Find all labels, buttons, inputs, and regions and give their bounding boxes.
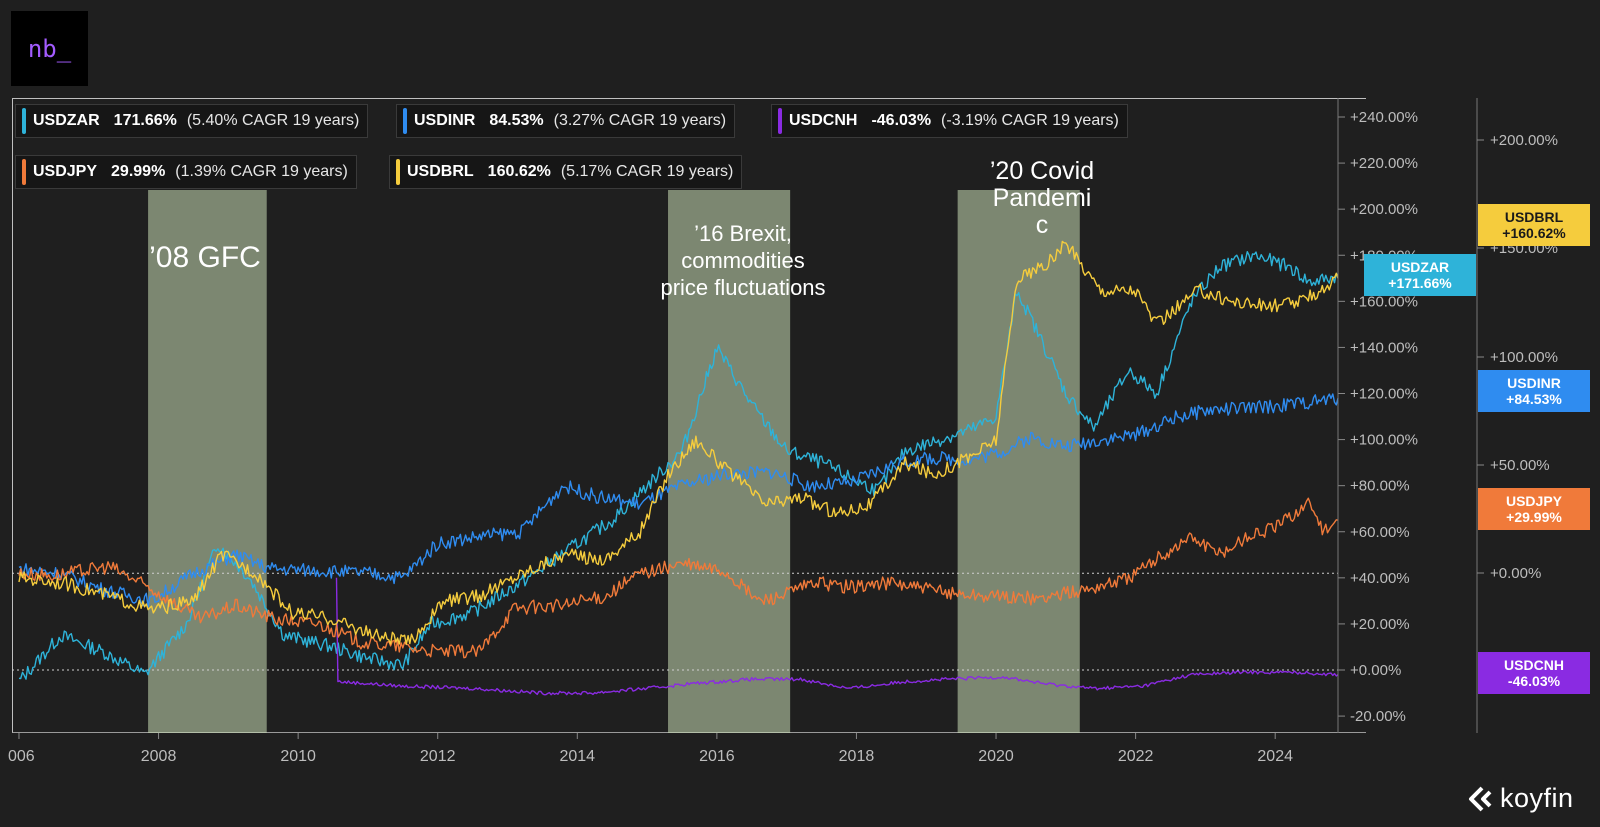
legend-cagr: (1.39% CAGR 19 years) bbox=[175, 163, 348, 180]
annotation-covid: ’20 Covid Pandemi c bbox=[989, 157, 1095, 239]
legend-ticker: USDBRL bbox=[407, 163, 474, 180]
y-tick-label: +240.00% bbox=[1350, 109, 1418, 126]
legend-percent: 160.62% bbox=[487, 163, 551, 180]
legend-item-usdjpy[interactable]: USDJPY 29.99% (1.39% CAGR 19 years) bbox=[15, 155, 357, 189]
annotation-brexit: ’16 Brexit, commodities price fluctuatio… bbox=[660, 221, 826, 300]
y2-tick-label: +0.00% bbox=[1490, 565, 1541, 582]
legend-ticker: USDCNH bbox=[789, 112, 858, 129]
y-tick-label: +160.00% bbox=[1350, 293, 1418, 310]
legend-swatch bbox=[403, 108, 407, 134]
x-tick-label: 2020 bbox=[978, 748, 1014, 765]
legend-swatch bbox=[778, 108, 782, 134]
legend-percent: 84.53% bbox=[489, 112, 544, 129]
x-tick-label: 2016 bbox=[699, 748, 735, 765]
legend-item-usdbrl[interactable]: USDBRL 160.62% (5.17% CAGR 19 years) bbox=[389, 155, 743, 189]
legend-ticker: USDINR bbox=[414, 112, 476, 129]
legend-percent: 171.66% bbox=[113, 112, 177, 129]
badge-usdbrl: USDBRL +160.62% bbox=[1478, 204, 1590, 246]
shaded-period-2 bbox=[957, 190, 1080, 733]
y-tick-label: +220.00% bbox=[1350, 155, 1418, 172]
legend-swatch bbox=[22, 159, 26, 185]
x-tick-label: 2022 bbox=[1118, 748, 1154, 765]
legend-percent: 29.99% bbox=[111, 163, 166, 180]
series-line-usdzar bbox=[18, 250, 1339, 680]
badge-usdjpy: USDJPY +29.99% bbox=[1478, 488, 1590, 530]
legend-cagr: (3.27% CAGR 19 years) bbox=[553, 112, 727, 129]
koyfin-logo-icon bbox=[1469, 786, 1492, 811]
legend-item-usdinr[interactable]: USDINR 84.53% (3.27% CAGR 19 years) bbox=[396, 104, 736, 138]
y2-tick-label: +50.00% bbox=[1490, 457, 1550, 474]
x-tick-label: 2008 bbox=[141, 748, 177, 765]
y-tick-label: +140.00% bbox=[1350, 339, 1418, 356]
series-line-usdcnh bbox=[335, 577, 1339, 696]
legend-item-usdcnh[interactable]: USDCNH -46.03% (-3.19% CAGR 19 years) bbox=[771, 104, 1128, 138]
legend-cagr: (5.17% CAGR 19 years) bbox=[560, 163, 734, 180]
x-tick-label: 2012 bbox=[420, 748, 456, 765]
badge-usdinr: USDINR +84.53% bbox=[1478, 370, 1590, 412]
y-tick-label: -20.00% bbox=[1350, 708, 1406, 725]
x-tick-label: 2024 bbox=[1257, 748, 1293, 765]
y2-tick-label: +100.00% bbox=[1490, 349, 1558, 366]
y-tick-label: +100.00% bbox=[1350, 432, 1418, 449]
y-tick-label: +120.00% bbox=[1350, 386, 1418, 403]
series-line-usdjpy bbox=[18, 497, 1339, 659]
y-tick-label: +40.00% bbox=[1350, 570, 1410, 587]
x-tick-label: 006 bbox=[8, 748, 35, 765]
y-tick-label: +60.00% bbox=[1350, 524, 1410, 541]
legend-item-usdzar[interactable]: USDZAR 171.66% (5.40% CAGR 19 years) bbox=[15, 104, 369, 138]
legend-ticker: USDZAR bbox=[33, 112, 100, 129]
series-line-usdinr bbox=[18, 393, 1339, 608]
shaded-period-1 bbox=[668, 190, 791, 733]
legend-ticker: USDJPY bbox=[33, 163, 98, 180]
y2-tick-label: +200.00% bbox=[1490, 132, 1558, 149]
brand-name: koyfin bbox=[1500, 783, 1574, 813]
badge-usdzar: USDZAR +171.66% bbox=[1364, 254, 1476, 296]
legend-cagr: (5.40% CAGR 19 years) bbox=[186, 112, 360, 129]
badge-usdcnh: USDCNH -46.03% bbox=[1478, 652, 1590, 694]
koyfin-brand[interactable]: koyfin bbox=[1468, 783, 1574, 814]
x-tick-label: 2014 bbox=[559, 748, 595, 765]
legend-percent: -46.03% bbox=[871, 112, 932, 129]
legend-swatch bbox=[22, 108, 26, 134]
y-tick-label: +20.00% bbox=[1350, 616, 1410, 633]
legend-swatch bbox=[396, 159, 400, 185]
x-tick-label: 2010 bbox=[280, 748, 316, 765]
y-tick-label: +80.00% bbox=[1350, 478, 1410, 495]
y-tick-label: +0.00% bbox=[1350, 662, 1401, 679]
y-tick-label: +200.00% bbox=[1350, 201, 1418, 218]
legend-cagr: (-3.19% CAGR 19 years) bbox=[941, 112, 1119, 129]
series-line-usdbrl bbox=[18, 240, 1339, 645]
x-tick-label: 2018 bbox=[839, 748, 875, 765]
logo: nb_ bbox=[11, 11, 88, 86]
annotation-gfc: ’08 GFC bbox=[149, 241, 261, 274]
